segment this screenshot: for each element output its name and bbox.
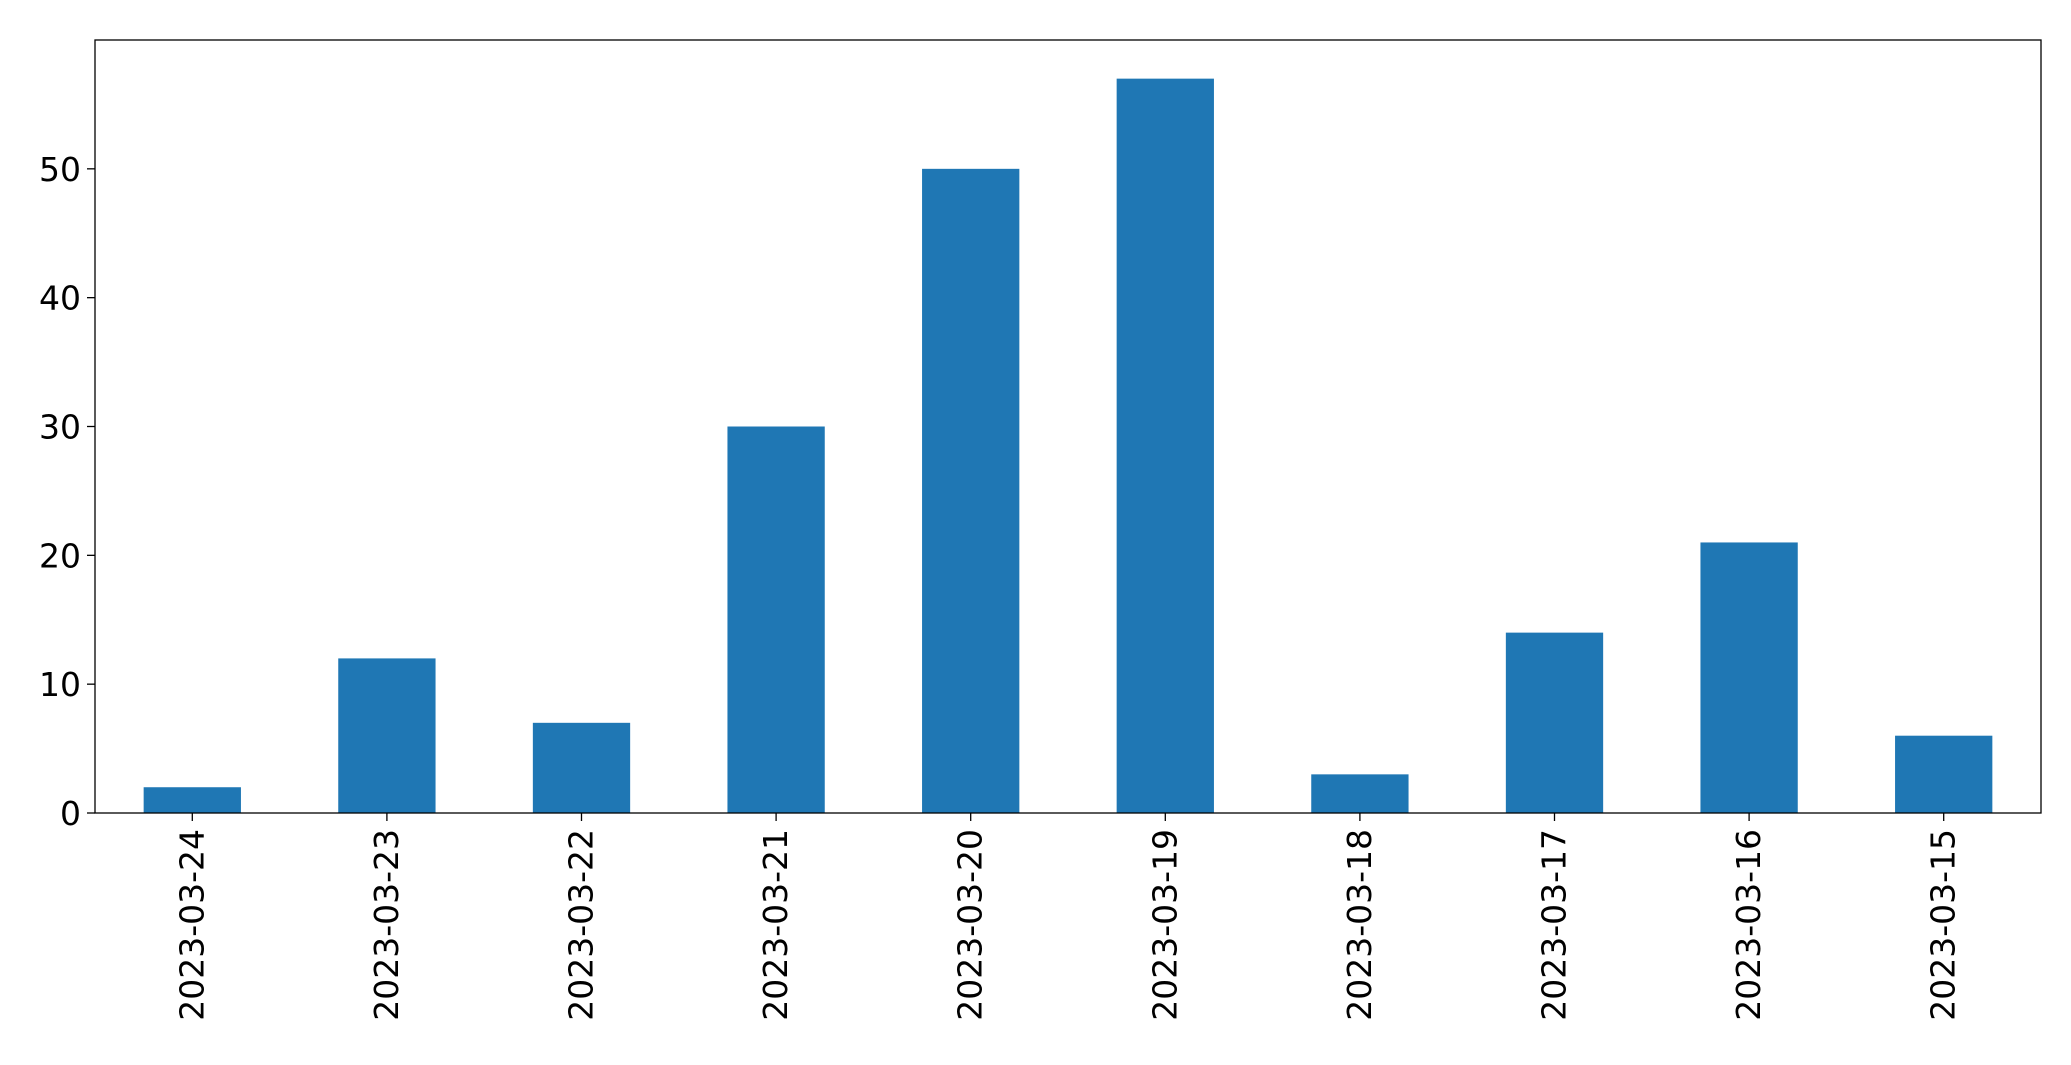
x-tick-label: 2023-03-21 xyxy=(756,829,795,1021)
bar-2023-03-16 xyxy=(1700,542,1798,813)
x-tick-label: 2023-03-16 xyxy=(1729,829,1768,1021)
bar-2023-03-23 xyxy=(338,658,436,813)
x-tick-label: 2023-03-20 xyxy=(951,829,990,1021)
x-tick-label: 2023-03-17 xyxy=(1535,829,1574,1021)
bar-2023-03-20 xyxy=(922,168,1020,814)
bars-layer xyxy=(143,78,1993,814)
y-tick-label: 50 xyxy=(39,150,81,189)
y-tick-label: 30 xyxy=(39,408,81,447)
x-tick-label: 2023-03-22 xyxy=(562,829,601,1021)
y-tick-label: 0 xyxy=(60,794,81,833)
bar-2023-03-22 xyxy=(532,722,631,813)
plot-frame xyxy=(94,39,2042,814)
bar-2023-03-24 xyxy=(143,787,241,813)
y-axis: 0 10 20 30 40 50 xyxy=(39,150,95,833)
x-tick-label: 2023-03-18 xyxy=(1340,829,1379,1021)
x-tick-label: 2023-03-19 xyxy=(1145,829,1184,1021)
y-tick-label: 20 xyxy=(39,536,81,575)
x-tick-label: 2023-03-15 xyxy=(1924,829,1963,1021)
bar-2023-03-19 xyxy=(1116,78,1214,813)
y-tick-label: 40 xyxy=(39,279,81,318)
y-tick-label: 10 xyxy=(39,665,81,704)
x-tick-label: 2023-03-23 xyxy=(367,829,406,1021)
bar-2023-03-15 xyxy=(1895,735,1993,813)
bar-2023-03-21 xyxy=(727,426,825,813)
bar-2023-03-17 xyxy=(1505,632,1604,813)
bar-2023-03-18 xyxy=(1311,774,1409,813)
x-axis: 2023-03-24 2023-03-23 2023-03-22 2023-03-21… xyxy=(172,813,1963,1021)
x-tick-label: 2023-03-24 xyxy=(172,829,211,1021)
